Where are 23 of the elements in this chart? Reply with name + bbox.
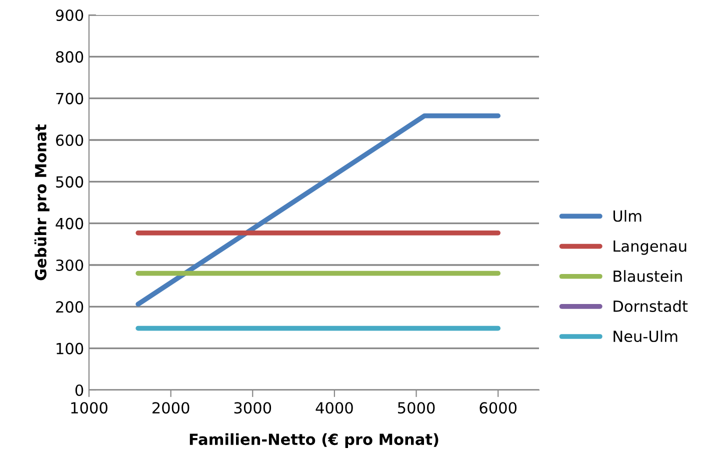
- x-tick-label: 3000: [234, 402, 272, 414]
- y-tick-label: 500: [56, 176, 84, 188]
- y-tick-label: 200: [56, 301, 84, 313]
- legend-label: Dornstadt: [614, 300, 688, 312]
- legend-label: Ulm: [613, 210, 642, 222]
- y-tick-label: 800: [56, 51, 84, 63]
- legend-label: Langenau: [614, 240, 686, 255]
- y-tick-label: 600: [56, 134, 84, 146]
- legend-label: Neu-Ulm: [614, 330, 678, 342]
- x-tick-label: 1000: [71, 402, 108, 414]
- x-tick-label: 5000: [398, 402, 435, 414]
- y-tick-label: 100: [56, 342, 84, 354]
- x-tick-label: 2000: [152, 402, 190, 414]
- y-tick-label: 900: [56, 9, 84, 22]
- legend-label: Blaustein: [614, 270, 682, 282]
- y-tick-label: 400: [56, 218, 84, 230]
- x-tick-label: 6000: [480, 402, 517, 414]
- y-tick-label: 0: [75, 384, 84, 396]
- y-axis-title: Gebühr pro Monat: [34, 124, 50, 280]
- y-tick-label: 300: [56, 259, 84, 272]
- y-tick-label: 700: [56, 92, 84, 104]
- x-tick-label: 4000: [316, 402, 353, 414]
- x-axis-title: Familien-Netto (€ pro Monat): [190, 433, 438, 448]
